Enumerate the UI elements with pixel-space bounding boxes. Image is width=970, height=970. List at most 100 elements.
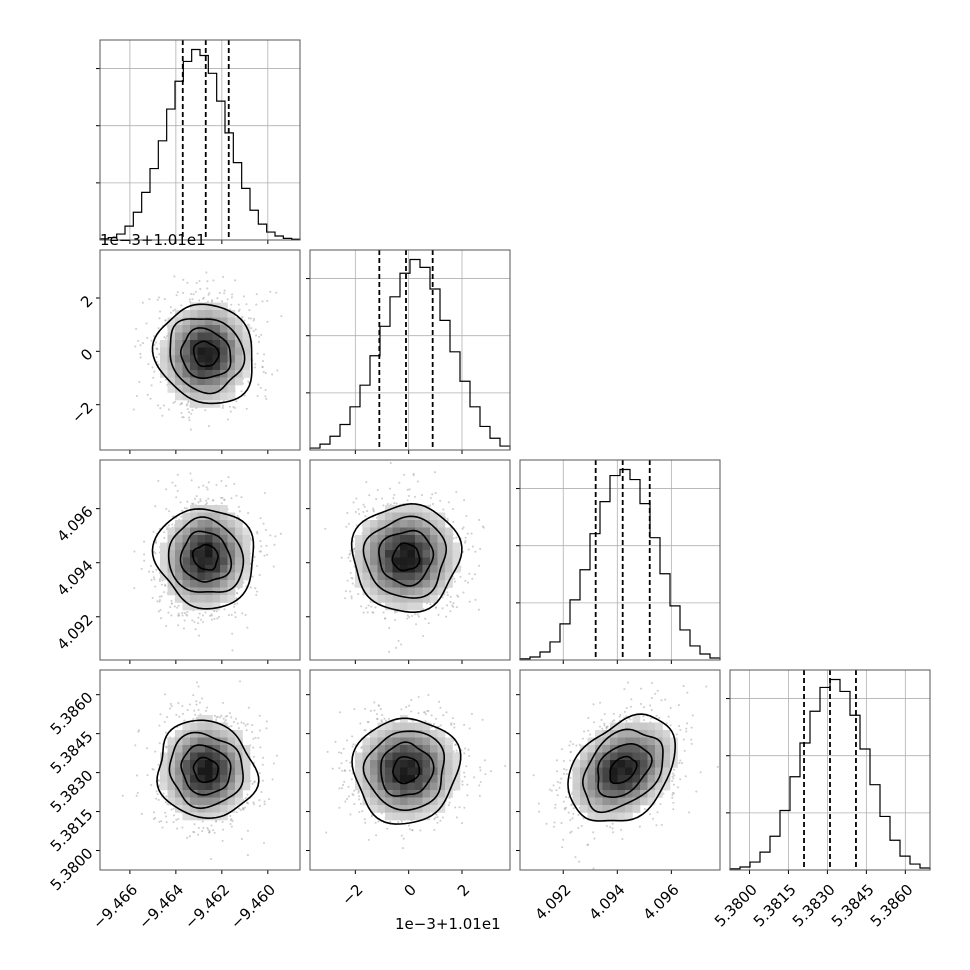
sample-point: [380, 719, 383, 722]
sample-point: [157, 798, 160, 801]
sample-point: [202, 296, 205, 299]
sample-point: [363, 729, 366, 732]
sample-point: [170, 599, 173, 602]
sample-point: [432, 723, 436, 726]
sample-point: [136, 791, 139, 794]
density-cell: [175, 752, 183, 761]
density-cell: [175, 587, 183, 596]
density-cell: [407, 520, 416, 528]
density-cell: [212, 745, 221, 753]
density-cell: [235, 737, 243, 746]
density-cell: [175, 520, 183, 528]
sample-point: [324, 527, 327, 530]
sample-point: [170, 704, 173, 707]
density-cell: [160, 752, 168, 761]
density-cell: [392, 520, 401, 528]
density-cell: [205, 347, 213, 356]
density-cell: [392, 782, 401, 791]
sample-point: [431, 502, 435, 506]
density-cell: [602, 737, 611, 746]
sample-point: [479, 780, 482, 784]
sample-point: [326, 750, 329, 753]
sample-point: [611, 720, 614, 723]
density-cell: [602, 745, 611, 753]
density-cell: [167, 745, 176, 753]
sample-point: [183, 619, 186, 622]
density-cell: [452, 752, 461, 761]
density-cell: [235, 340, 243, 348]
density-cell: [385, 512, 393, 521]
sample-point: [133, 587, 136, 590]
sample-point: [569, 759, 572, 762]
density-cell: [205, 572, 213, 581]
density-cell: [640, 737, 648, 746]
density-cell: [235, 565, 243, 573]
sample-point: [254, 736, 257, 739]
density-cell: [377, 550, 386, 558]
panel-frame: [309, 459, 511, 661]
density-cell: [632, 752, 641, 761]
sample-point: [210, 824, 213, 827]
sample-point: [191, 619, 194, 622]
sample-point: [683, 749, 686, 752]
sample-point: [265, 544, 268, 547]
sample-point: [264, 395, 267, 398]
sample-point: [354, 750, 357, 753]
sample-point: [416, 613, 419, 616]
sample-point: [230, 725, 233, 728]
sample-point: [325, 831, 328, 834]
density-cell: [167, 737, 176, 746]
sample-point: [199, 287, 202, 291]
sample-point: [465, 515, 468, 518]
sample-point: [343, 769, 346, 772]
density-cell: [205, 730, 213, 738]
density-cell: [197, 572, 206, 581]
sample-point: [183, 719, 186, 722]
sample-point: [601, 727, 604, 730]
sample-point: [226, 418, 229, 421]
density-cell: [610, 797, 618, 806]
sample-point: [350, 597, 353, 600]
sample-point: [477, 608, 480, 611]
density-cell: [587, 767, 596, 776]
density-cell: [572, 767, 581, 776]
sample-point: [208, 614, 212, 617]
sample-point: [358, 798, 361, 801]
sample-point: [215, 718, 218, 722]
density-cell: [175, 595, 183, 603]
sample-point: [174, 484, 177, 487]
sample-point: [400, 643, 403, 646]
density-cell: [437, 542, 446, 551]
density-cell: [190, 565, 198, 573]
sample-point: [245, 303, 248, 306]
sample-point: [563, 768, 566, 771]
density-cell: [235, 730, 243, 738]
sample-point: [354, 510, 357, 514]
sample-point: [560, 777, 563, 780]
density-cell: [227, 340, 236, 348]
sample-point: [163, 720, 166, 724]
sample-point: [194, 713, 197, 716]
contour-line: [179, 530, 233, 583]
sample-point: [155, 568, 158, 571]
sample-point: [349, 571, 352, 575]
panel-frame: [729, 669, 931, 871]
sample-point: [179, 403, 182, 406]
density-cell: [175, 767, 183, 776]
density-cell: [595, 767, 603, 776]
sample-point: [361, 810, 364, 813]
density-cell: [602, 760, 611, 768]
sample-point: [165, 795, 168, 798]
density-cell: [182, 745, 191, 753]
contour-line: [169, 318, 246, 395]
density-cell: [437, 797, 446, 806]
density-cell: [430, 512, 438, 521]
sample-point: [365, 481, 368, 484]
sample-point: [569, 776, 572, 779]
sample-point: [424, 617, 427, 620]
density-cell: [370, 565, 378, 573]
sample-point: [255, 564, 259, 568]
sample-point: [258, 772, 261, 775]
density-cell: [355, 542, 363, 551]
density-cell: [422, 542, 431, 551]
